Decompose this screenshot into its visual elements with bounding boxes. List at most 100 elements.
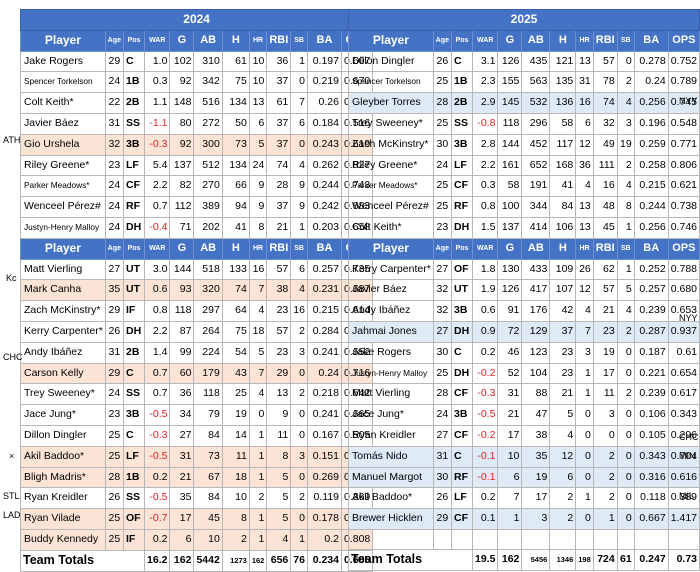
player-name: Trey Sweeney* xyxy=(348,112,434,135)
stat-rbi: 57 xyxy=(592,50,618,73)
stat-ab: 10 xyxy=(193,528,223,551)
player-row: Javier Báez 31 SS -1.1 80 272 50 6 37 6 0.184 0.516 xyxy=(20,112,374,135)
stat-ab: 176 xyxy=(521,300,551,322)
stat-g: 126 xyxy=(497,279,523,302)
stat-rbi: 23 xyxy=(266,300,292,322)
player-row: Matt Vierling 28 CF -0.3 31 88 21 1 11 2 0.239 0.61… xyxy=(348,383,700,406)
stat-ab: 19 xyxy=(521,466,551,489)
stat-sb: 3 xyxy=(616,112,635,135)
stat-h: 135 xyxy=(549,71,577,94)
player-row: Parker Meadows* 25 CF 0.3 58 191 41 4 16 4 0.215 0.… xyxy=(348,175,700,198)
stat-hr: 7 xyxy=(575,320,594,343)
stat-hr: 18 xyxy=(248,320,268,343)
player-position: SS xyxy=(123,112,146,135)
stat-ops: 0.654 xyxy=(667,362,700,385)
empty-cell xyxy=(471,528,499,550)
stat-g: 17 xyxy=(497,424,523,447)
stat-sb: 0 xyxy=(290,133,308,156)
stat-ops: 0.806 xyxy=(667,154,700,177)
stat-war: 0.9 xyxy=(471,320,499,343)
stat-war: 0.8 xyxy=(144,300,171,322)
stat-ab: 563 xyxy=(521,71,551,94)
stat-ba: 0.178 xyxy=(306,508,342,530)
stat-hr: 1 xyxy=(575,362,594,385)
stat-h: 109 xyxy=(549,258,577,281)
header-age: Age xyxy=(104,237,125,260)
stat-ba: 0.219 xyxy=(306,71,342,94)
player-row: Akil Baddoo* 26 LF 0.2 7 17 2 1 2 0 0.118 0.389 xyxy=(348,487,700,510)
player-name: Justyn-Henry Malloy xyxy=(20,216,106,239)
player-name: Buddy Kennedy xyxy=(20,528,106,551)
stat-h: 6 xyxy=(549,466,577,489)
stat-hr: 0 xyxy=(575,404,594,426)
team-label-chc: CHC xyxy=(3,352,23,362)
stat-h: 54 xyxy=(221,341,250,364)
stat-war: 2.2 xyxy=(144,175,171,198)
header-ab: AB xyxy=(521,237,551,260)
stat-war: -0.5 xyxy=(471,404,499,426)
header-ops: OPS xyxy=(667,237,700,260)
player-name: Colt Keith* xyxy=(20,92,106,114)
stat-rbi: 16 xyxy=(592,175,618,198)
stat-ops: 0.343 xyxy=(667,404,700,426)
stat-ops: 1.417 xyxy=(667,508,700,530)
stat-ba: 0.105 xyxy=(633,424,669,447)
player-position: C xyxy=(123,362,146,385)
player-position: LF xyxy=(123,445,146,468)
stat-sb: 4 xyxy=(616,175,635,198)
player-name: Andy Ibáñez xyxy=(20,341,106,364)
stat-g: 31 xyxy=(497,383,523,406)
player-row: Gio Urshela 32 3B -0.3 92 300 73 5 37 0 0.243 0.619 xyxy=(20,133,374,156)
stat-g: 52 xyxy=(497,362,523,385)
player-age: 30 xyxy=(432,341,453,364)
stat-ba: 0.256 xyxy=(633,92,669,114)
stat-war: -0.2 xyxy=(471,362,499,385)
player-age: 22 xyxy=(104,92,125,114)
player-row: Andy Ibáñez 32 3B 0.6 91 176 42 4 21 4 0.239 0.653 xyxy=(348,300,700,322)
empty-cell xyxy=(432,528,453,550)
stat-g: 137 xyxy=(497,216,523,239)
player-position: 3B xyxy=(123,133,146,156)
header-h: H xyxy=(221,237,250,260)
stat-war: 0.2 xyxy=(471,487,499,510)
stat-hr: 0 xyxy=(248,404,268,426)
player-row: Trey Sweeney* 24 SS 0.7 36 118 25 4 13 2 0.218 0.64… xyxy=(20,383,374,406)
player-name: Jace Jung* xyxy=(348,404,434,426)
stat-h: 75 xyxy=(221,71,250,94)
stat-ba: 0.244 xyxy=(306,175,342,198)
stat-hr: 5 xyxy=(248,341,268,364)
player-row: Dillon Dingler 26 C 3.1 126 435 121 13 57 0 0.278 0… xyxy=(348,50,700,73)
stat-hr: 1 xyxy=(248,528,268,551)
stat-h: 41 xyxy=(549,175,577,198)
header-player: Player xyxy=(20,29,106,52)
player-name: Colt Keith* xyxy=(348,216,434,239)
stat-ba: 0.106 xyxy=(633,404,669,426)
stat-rbi: 17 xyxy=(592,362,618,385)
stat-rbi: 5 xyxy=(266,508,292,530)
total-h: 1273 xyxy=(221,549,250,572)
stat-war: 0.3 xyxy=(144,71,171,94)
player-name: Wenceel Pérez# xyxy=(348,196,434,218)
header-rbi: RBI xyxy=(592,29,618,52)
stat-g: 118 xyxy=(497,112,523,135)
header-h: H xyxy=(549,29,577,52)
stat-rbi: 48 xyxy=(592,196,618,218)
stat-ab: 191 xyxy=(521,175,551,198)
player-name: Justyn-Henry Malloy xyxy=(348,362,434,385)
header-war: WAR xyxy=(471,29,499,52)
totals-label: Team Totals xyxy=(19,549,146,572)
stat-h: 43 xyxy=(221,362,250,385)
stat-sb: 9 xyxy=(290,175,308,198)
stat-ops: 0.296 xyxy=(667,424,700,447)
stat-h: 117 xyxy=(549,133,577,156)
stat-war: -0.8 xyxy=(471,112,499,135)
stat-h: 75 xyxy=(221,320,250,343)
total-war: 19.5 xyxy=(471,548,499,571)
stat-h: 5 xyxy=(549,404,577,426)
stat-rbi: 23 xyxy=(266,341,292,364)
player-age: 28 xyxy=(432,92,453,114)
player-position: OF xyxy=(451,258,473,281)
stat-g: 112 xyxy=(169,196,195,218)
total-hr: 162 xyxy=(248,549,268,572)
